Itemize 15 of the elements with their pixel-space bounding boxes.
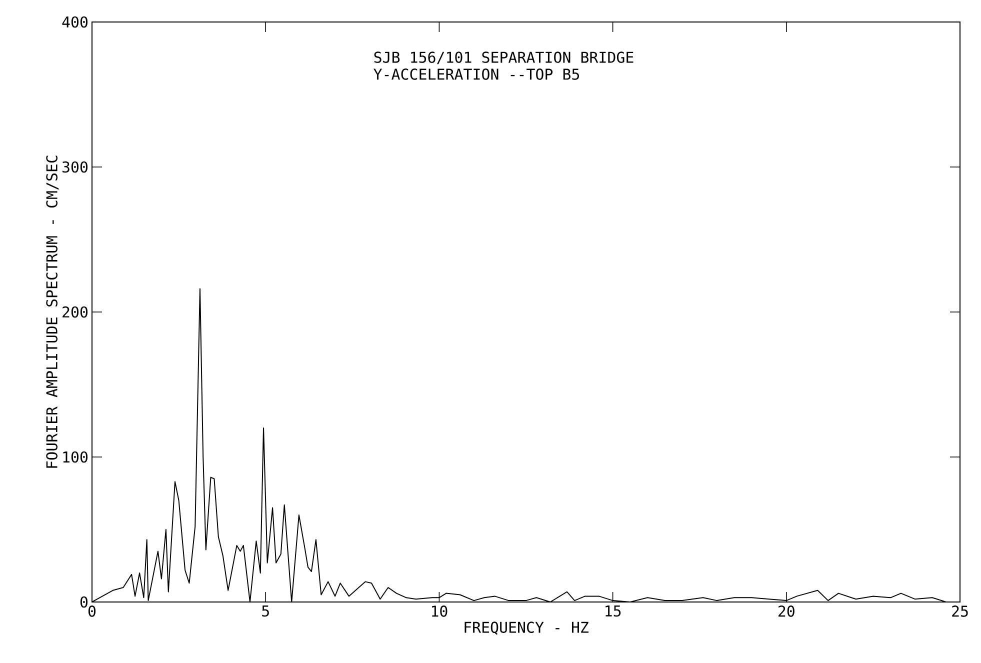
text: SJB 156/101 SEPARATION BRIDGE <box>374 52 634 64</box>
x-tick-label: 0 <box>88 606 96 617</box>
x-axis-title: FREQUENCY - HZ <box>464 622 589 635</box>
x-tick-label: 20 <box>778 606 794 617</box>
y-tick-label: 400 <box>62 16 88 28</box>
y-tick-label: 0 <box>80 596 88 608</box>
x-tick-label: 15 <box>606 606 621 617</box>
y-tick-label: 300 <box>62 161 88 173</box>
y-tick-label: 200 <box>62 306 88 318</box>
x-tick-label: 25 <box>952 606 968 617</box>
text: Y-ACCELERATION --TOP B5 <box>374 68 580 80</box>
x-tick-label: 10 <box>432 606 448 617</box>
x-tick-label: 5 <box>262 606 269 617</box>
y-tick-label: 100 <box>63 451 88 463</box>
y-axis-title: FOURIER AMPLITUDE SPECTRUM - CM/SEC <box>46 156 59 468</box>
